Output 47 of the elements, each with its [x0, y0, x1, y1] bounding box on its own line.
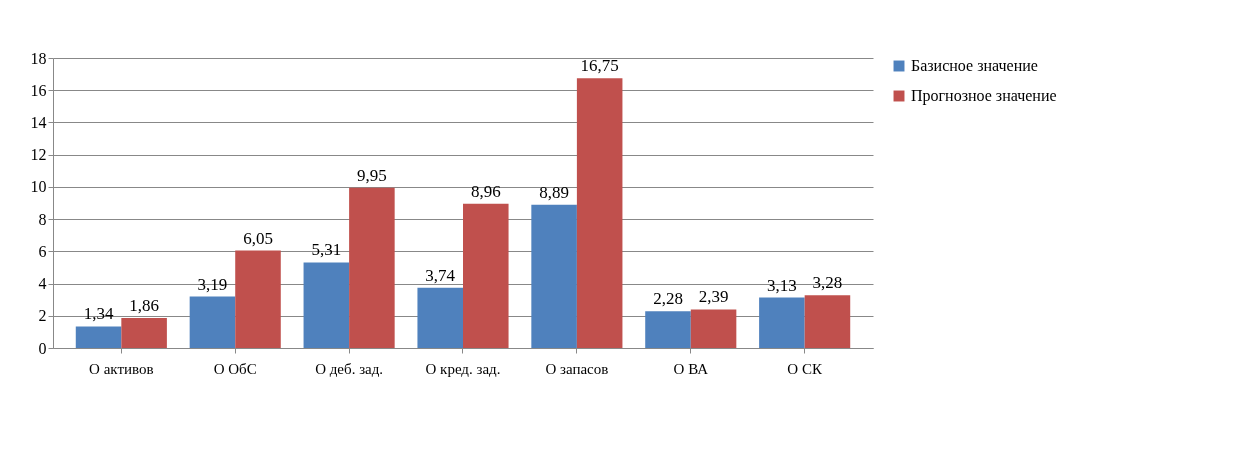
data-label: 3,28 [812, 273, 843, 293]
x-tick-label: О кред. зад. [425, 360, 501, 377]
data-label: 1,34 [83, 304, 114, 324]
data-label: 5,31 [311, 240, 342, 260]
x-tick-label: О активов [89, 360, 154, 377]
bar [121, 318, 167, 348]
data-label: 8,89 [539, 182, 569, 202]
bar [463, 203, 509, 348]
y-tick-label: 18 [30, 49, 47, 67]
data-label: 3,74 [425, 265, 456, 285]
bar [235, 250, 281, 348]
x-tick-label: О ОбС [213, 360, 257, 377]
legend-label: Прогнозное значение [911, 87, 1057, 105]
data-label: 2,28 [653, 289, 683, 309]
x-tick-label: О запасов [545, 360, 609, 377]
y-tick-label: 8 [38, 210, 47, 228]
legend-label: Базисное значение [911, 57, 1038, 74]
bar [349, 187, 395, 348]
x-tick-label: О СК [787, 360, 823, 377]
bar [75, 326, 122, 348]
bar [576, 78, 623, 348]
bar [690, 309, 737, 348]
y-tick-label: 2 [38, 307, 47, 325]
bar [759, 297, 805, 348]
bar [804, 295, 851, 348]
data-label: 2,39 [698, 287, 729, 307]
data-label: 3,19 [197, 274, 228, 294]
data-label: 16,75 [580, 56, 619, 76]
y-tick-label: 6 [38, 242, 47, 260]
y-tick-label: 0 [38, 339, 47, 357]
data-label: 6,05 [243, 228, 273, 248]
data-label: 8,96 [470, 181, 501, 201]
data-label: 1,86 [129, 296, 159, 316]
x-tick-label: О ВА [673, 360, 709, 377]
y-tick-label: 14 [30, 113, 47, 131]
bar [417, 287, 463, 348]
data-label: 9,95 [357, 165, 387, 185]
bar [531, 204, 577, 348]
y-tick-label: 10 [30, 178, 47, 196]
x-tick-label: О деб. зад. [315, 360, 384, 377]
data-label: 3,13 [767, 275, 797, 295]
bar [645, 311, 691, 348]
bar [189, 296, 236, 348]
bar [303, 262, 350, 348]
y-tick-label: 12 [30, 146, 47, 164]
y-tick-label: 4 [38, 275, 47, 293]
y-tick-label: 16 [30, 81, 47, 99]
